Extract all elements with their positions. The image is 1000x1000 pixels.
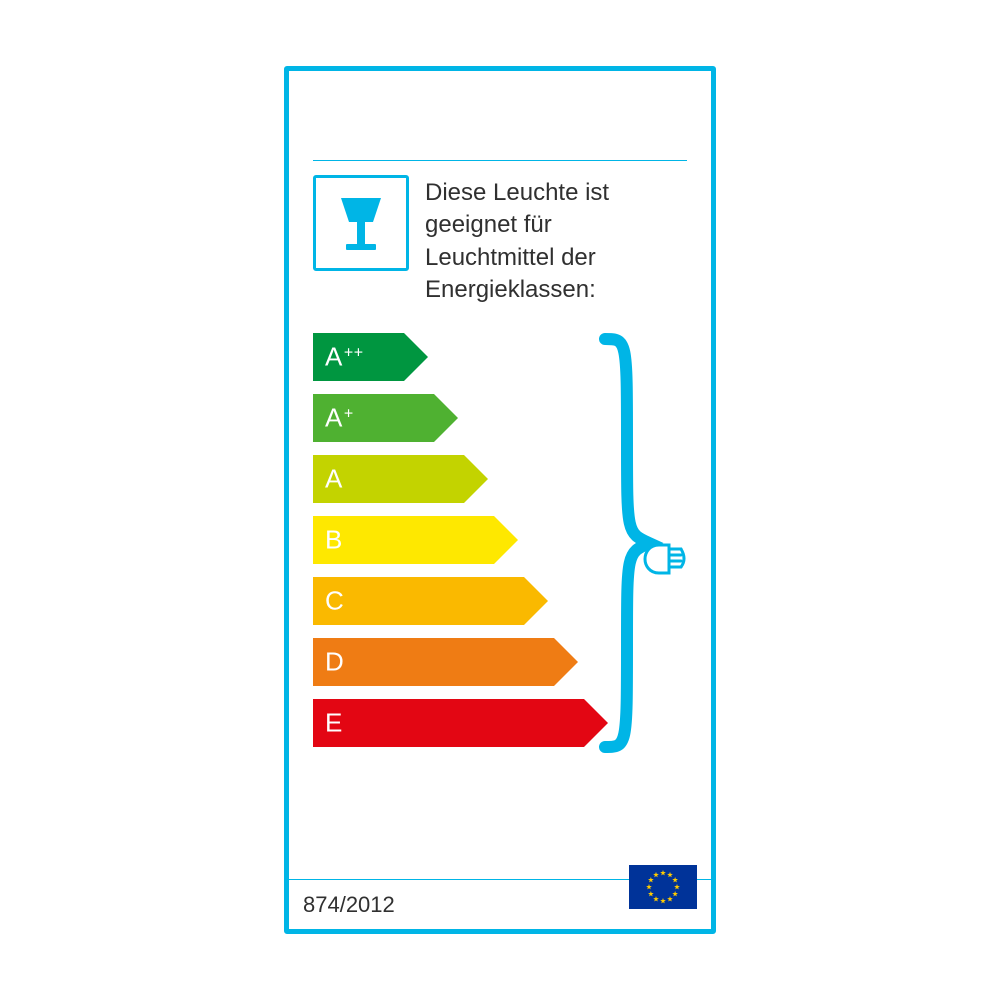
energy-class-chart: A++ A+ ABCDE [289, 333, 711, 753]
energy-arrow-icon [313, 699, 608, 747]
header-row: Diese Leuchte ist geeignet für Leuchtmit… [289, 161, 711, 307]
energy-arrow-icon [313, 516, 518, 564]
energy-class-label: E [325, 707, 343, 738]
top-spacer [313, 71, 687, 161]
energy-class-row: E [313, 699, 711, 747]
energy-class-row: C [313, 577, 711, 625]
energy-class-row: A+ [313, 394, 711, 442]
lamp-icon [326, 188, 396, 258]
energy-class-row: A [313, 455, 711, 503]
energy-class-label: B [325, 524, 343, 555]
energy-class-row: B [313, 516, 711, 564]
eu-flag-icon [629, 865, 697, 909]
energy-arrow-icon [313, 638, 578, 686]
energy-class-label: A+ [325, 402, 354, 433]
energy-label: Diese Leuchte ist geeignet für Leuchtmit… [284, 66, 716, 934]
energy-class-label: C [325, 585, 344, 616]
energy-arrow-icon [313, 577, 548, 625]
energy-class-label: D [325, 646, 344, 677]
footer: 874/2012 [289, 879, 711, 929]
energy-class-label: A++ [325, 341, 364, 372]
regulation-number: 874/2012 [303, 892, 395, 918]
lamp-icon-box [313, 175, 409, 271]
energy-class-row: A++ [313, 333, 711, 381]
energy-class-label: A [325, 463, 343, 494]
energy-arrows: A++ A+ ABCDE [313, 333, 711, 747]
energy-class-row: D [313, 638, 711, 686]
header-text: Diese Leuchte ist geeignet für Leuchtmit… [425, 175, 687, 307]
